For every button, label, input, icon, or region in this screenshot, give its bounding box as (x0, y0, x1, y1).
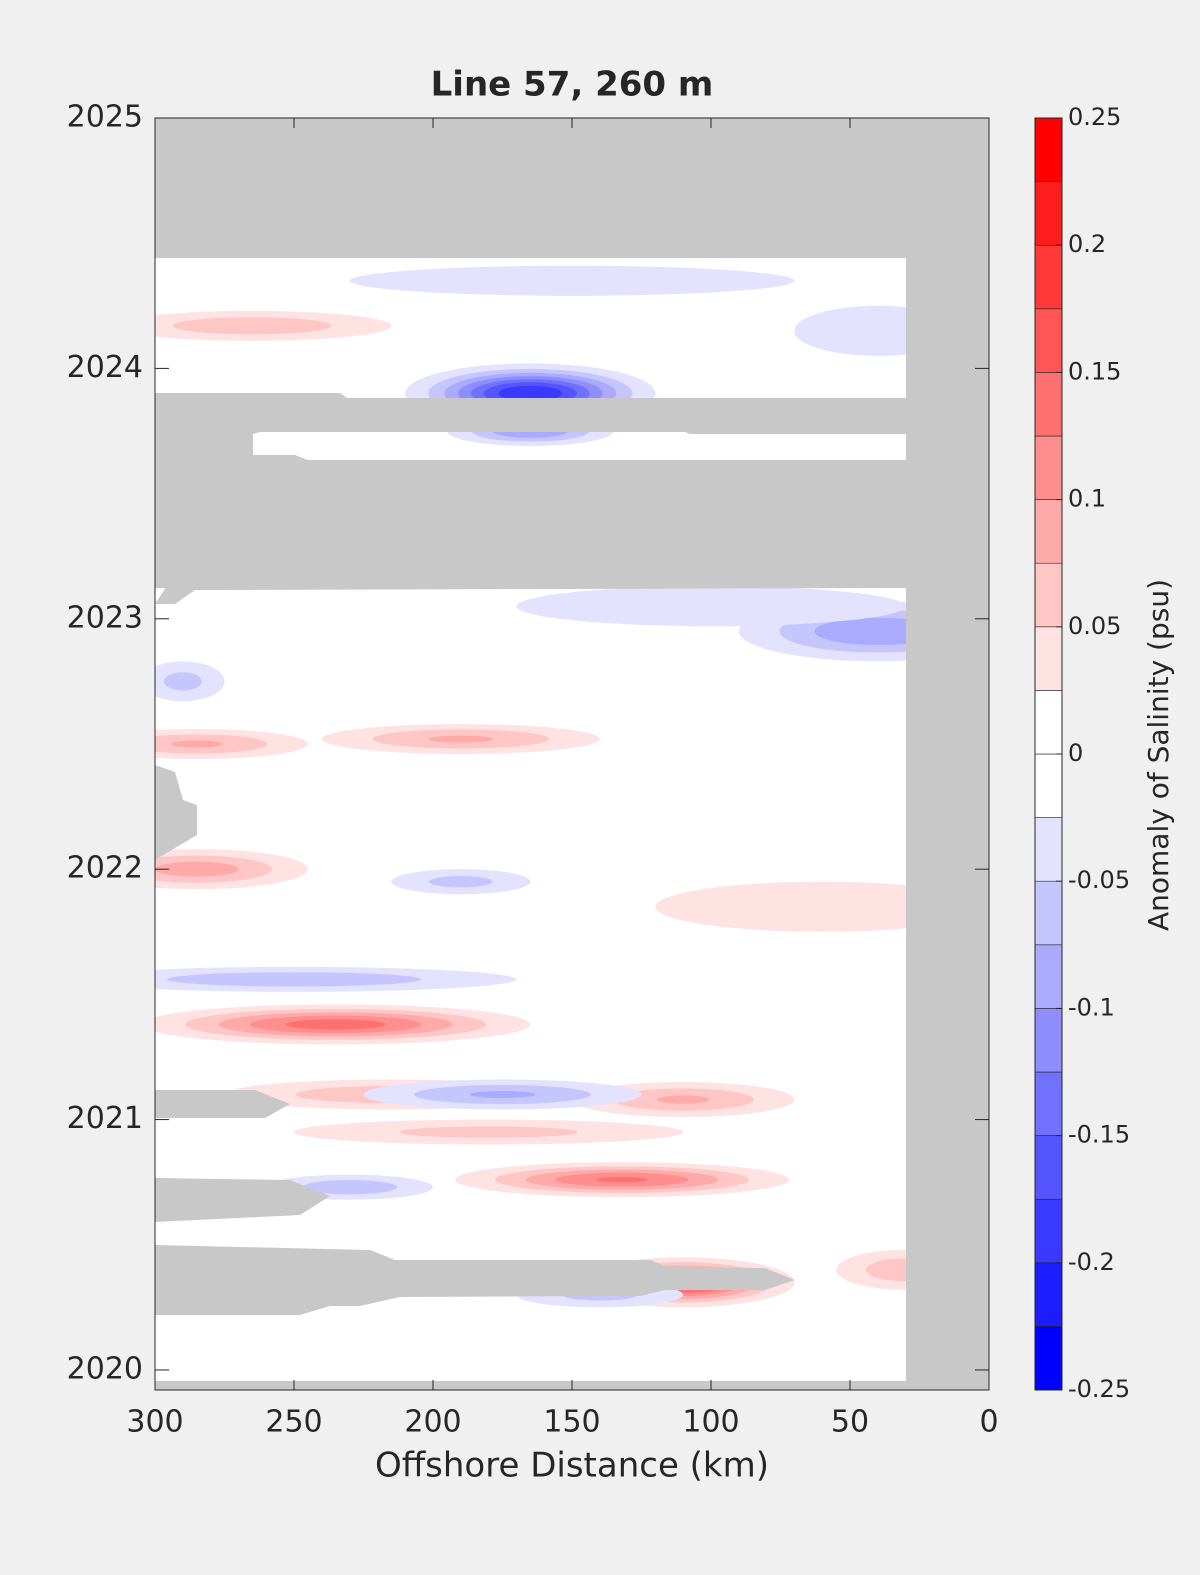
contour-band (655, 881, 906, 932)
contour-band (516, 586, 906, 627)
colorbar-band (1034, 1262, 1063, 1327)
mask (155, 765, 197, 860)
colorbar-band (1034, 753, 1063, 818)
contour-feature (391, 869, 531, 895)
colorbar-band (1034, 626, 1063, 691)
contour-band (301, 1180, 398, 1195)
colorbar-tick-label: -0.25 (1068, 1375, 1130, 1403)
y-tick-label: 2020 (67, 1351, 143, 1386)
contour-band (596, 1176, 648, 1183)
mask (155, 398, 906, 456)
contour-feature (349, 265, 795, 296)
y-tick-label: 2021 (67, 1101, 143, 1136)
mask (155, 1090, 290, 1118)
colorbar-band (1034, 944, 1063, 1009)
contour-band (285, 1019, 386, 1030)
mask (155, 455, 906, 604)
colorbar-tick-label: 0.15 (1068, 357, 1121, 385)
x-axis-label: Offshore Distance (km) (375, 1446, 769, 1486)
colorbar-band (1034, 690, 1063, 755)
contour-band (794, 305, 906, 356)
colorbar-band (1034, 1008, 1063, 1073)
colorbar-tick-label: -0.2 (1068, 1248, 1115, 1276)
colorbar-band (1034, 117, 1063, 182)
contour-band (469, 1090, 536, 1099)
colorbar-tick-label: -0.1 (1068, 993, 1115, 1021)
x-tick-label: 150 (543, 1405, 600, 1440)
colorbar-band (1034, 1071, 1063, 1136)
colorbar-band (1034, 435, 1063, 500)
colorbar-tick-label: 0.25 (1068, 103, 1121, 131)
colorbar-band (1034, 499, 1063, 564)
contour-band (172, 317, 332, 335)
contour-band (428, 735, 494, 743)
y-tick-label: 2024 (67, 350, 143, 385)
contour-band (429, 875, 493, 888)
colorbar-band (1034, 1326, 1063, 1391)
x-tick-label: 300 (126, 1405, 183, 1440)
contour-band (498, 385, 563, 402)
contour-band (155, 861, 239, 877)
contour-feature (294, 1119, 684, 1145)
y-tick-label: 2022 (67, 851, 143, 886)
chart-title: Line 57, 260 m (431, 65, 714, 105)
contour-feature (155, 661, 225, 702)
contour-band (814, 617, 906, 645)
colorbar-band (1034, 1135, 1063, 1200)
colorbar-band (1034, 372, 1063, 437)
contour-feature (516, 586, 906, 627)
contour-feature (155, 310, 392, 341)
x-tick-label: 100 (682, 1405, 739, 1440)
colorbar-band (1034, 880, 1063, 946)
colorbar-band (1034, 817, 1063, 882)
colorbar-tick-label: -0.05 (1068, 866, 1130, 894)
colorbar-tick-label: 0.2 (1068, 230, 1106, 258)
colorbar-band (1034, 562, 1063, 628)
colorbar-tick-label: 0 (1068, 739, 1083, 767)
colorbar-tick-label: 0.05 (1068, 612, 1121, 640)
contour-band (163, 672, 202, 691)
colorbar-tick-label: 0.1 (1068, 485, 1106, 513)
y-tick-label: 2023 (67, 600, 143, 635)
mask (155, 1178, 330, 1222)
contour-band (170, 740, 223, 748)
contour-feature (794, 305, 906, 356)
y-tick-label: 2025 (67, 100, 143, 135)
colorbar-label: Anomaly of Salinity (psu) (1142, 579, 1175, 931)
x-tick-label: 200 (404, 1405, 461, 1440)
contour-feature (655, 881, 906, 932)
contour-feature (155, 728, 308, 760)
contour-band (657, 1095, 710, 1104)
mask (155, 1381, 906, 1390)
contour-feature (455, 1162, 789, 1198)
contour-feature (836, 1249, 906, 1290)
contour-band (349, 265, 795, 296)
x-tick-label: 50 (831, 1405, 869, 1440)
contour-band (865, 1258, 906, 1282)
colorbar-band (1034, 181, 1063, 246)
contour-feature (155, 849, 308, 890)
mask (155, 1245, 795, 1315)
contour-feature (363, 1079, 642, 1110)
x-tick-label: 250 (265, 1405, 322, 1440)
no-data-mask (155, 393, 906, 1390)
contour-feature (155, 1004, 531, 1045)
colorbar-tick-label: -0.15 (1068, 1121, 1130, 1149)
contour-feature (321, 723, 600, 754)
x-tick-label: 0 (979, 1405, 998, 1440)
colorbar-band (1034, 244, 1063, 310)
contour-feature (155, 966, 517, 992)
colorbar-band (1034, 308, 1063, 373)
contour-band (399, 1126, 578, 1138)
contour-band (166, 972, 422, 987)
colorbar-band (1034, 1198, 1063, 1264)
